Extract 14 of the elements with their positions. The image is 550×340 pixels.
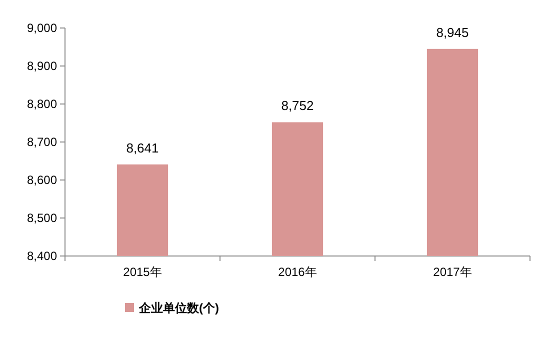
y-tick-label: 8,700 bbox=[26, 135, 58, 149]
y-tick-label: 8,400 bbox=[26, 249, 58, 263]
text: 8,641 bbox=[126, 140, 159, 156]
text: 8,945 bbox=[436, 24, 469, 40]
y-tick-label: 8,800 bbox=[26, 97, 58, 111]
text: 8,752 bbox=[281, 98, 314, 114]
x-tick-label: 2017年 bbox=[433, 265, 472, 279]
y-tick-label: 8,900 bbox=[26, 59, 58, 73]
y-tick-label: 8,500 bbox=[26, 211, 58, 225]
y-tick-label: 8,600 bbox=[26, 173, 58, 187]
legend-label: 企业单位数(个) bbox=[138, 301, 219, 315]
y-tick-label: 9,000 bbox=[26, 21, 58, 35]
x-tick-label: 2015年 bbox=[123, 265, 162, 279]
x-tick-label: 2016年 bbox=[278, 265, 317, 279]
